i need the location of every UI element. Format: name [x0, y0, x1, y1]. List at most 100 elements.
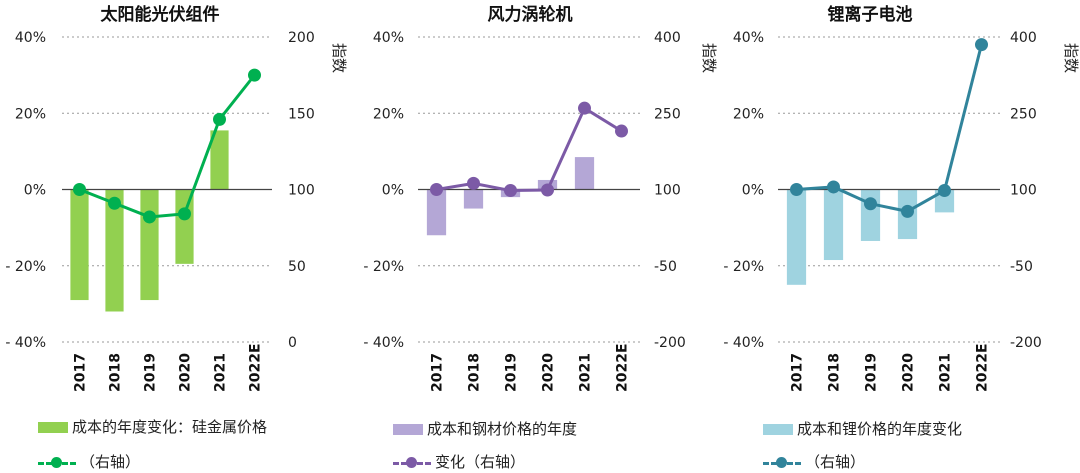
legend-line-solar-label: （右轴）	[80, 453, 141, 471]
y-left-tick-battery-0: - 40%	[723, 335, 764, 351]
bar-wind-2018	[463, 189, 484, 209]
point-solar-2018	[108, 196, 121, 210]
bar-solar-2018	[105, 189, 124, 312]
chart-title-solar: 太阳能光伏组件	[101, 4, 220, 25]
x-tick-wind-2021: 2021	[578, 353, 594, 392]
y-right-tick-solar-2: 100	[288, 183, 315, 199]
point-battery-2021	[938, 184, 951, 198]
point-battery-2020	[901, 204, 914, 218]
legend-line-swatch-solar	[38, 456, 76, 470]
y-left-tick-solar-2: 0%	[24, 183, 46, 199]
x-tick-solar-2021: 2021	[213, 353, 229, 392]
y-right-tick-battery-3: 250	[1010, 106, 1037, 122]
y-right-label-wind: 指数	[700, 43, 718, 73]
y-left-tick-solar-3: 20%	[15, 106, 46, 122]
point-battery-2022E	[975, 38, 988, 52]
bar-solar-2017	[70, 189, 89, 301]
y-left-tick-battery-4: 40%	[733, 30, 764, 46]
legend-line-battery-label: （右轴）	[805, 453, 866, 471]
chart-title-battery: 锂离子电池	[828, 4, 913, 25]
y-right-tick-solar-1: 50	[288, 259, 306, 275]
point-solar-2020	[178, 207, 191, 221]
bar-battery-2021	[934, 189, 955, 213]
y-right-tick-solar-3: 150	[288, 106, 315, 122]
y-right-tick-wind-1: -50	[654, 259, 677, 275]
bar-wind-2021	[574, 157, 595, 190]
x-tick-wind-2019: 2019	[504, 353, 520, 392]
y-left-tick-wind-1: - 20%	[363, 259, 404, 275]
legend-bar-solar: 成本的年度变化：硅金属价格	[38, 416, 267, 437]
x-tick-wind-2017: 2017	[430, 353, 446, 392]
x-tick-solar-2022E: 2022E	[248, 343, 264, 392]
legend-line-battery: （右轴）	[763, 451, 865, 472]
legend-line-swatch-wind	[393, 456, 431, 470]
legend-line-solar: （右轴）	[38, 451, 140, 472]
x-tick-wind-2020: 2020	[541, 353, 557, 392]
y-left-tick-battery-1: - 20%	[723, 259, 764, 275]
point-wind-2021	[578, 101, 591, 115]
y-left-tick-wind-4: 40%	[373, 30, 404, 46]
y-right-tick-battery-4: 400	[1010, 30, 1037, 46]
point-solar-2019	[143, 210, 156, 224]
bar-battery-2019	[860, 189, 881, 241]
point-battery-2018	[827, 180, 840, 194]
point-wind-2019	[504, 184, 517, 198]
y-right-label-battery: 指数	[1062, 43, 1080, 73]
y-right-tick-solar-4: 200	[288, 30, 315, 46]
point-solar-2021	[213, 112, 226, 126]
legend-line-wind: 变化（右轴）	[393, 451, 525, 472]
point-wind-2017	[430, 183, 443, 196]
y-right-tick-battery-0: -200	[1010, 335, 1042, 351]
legend-bar-solar-label: 成本的年度变化：硅金属价格	[72, 418, 268, 436]
legend-swatch-solar	[38, 422, 68, 433]
x-tick-solar-2020: 2020	[178, 353, 194, 392]
point-wind-2018	[467, 176, 480, 190]
x-tick-battery-2019: 2019	[864, 353, 880, 392]
legend-line-wind-label: 变化（右轴）	[435, 453, 526, 471]
x-tick-battery-2021: 2021	[938, 353, 954, 392]
bar-battery-2017	[786, 189, 807, 285]
bar-solar-2021	[210, 130, 229, 190]
x-tick-battery-2018: 2018	[827, 353, 843, 392]
y-right-tick-battery-1: -50	[1010, 259, 1033, 275]
legend-line-swatch-battery	[763, 456, 801, 470]
point-wind-2022E	[615, 124, 628, 138]
y-right-label-solar: 指数	[330, 43, 348, 73]
y-left-tick-battery-3: 20%	[733, 106, 764, 122]
y-left-tick-solar-0: - 40%	[5, 335, 46, 351]
line-series-battery	[796, 44, 983, 213]
legend-bar-wind: 成本和钢材价格的年度	[393, 418, 577, 439]
bar-solar-2019	[140, 189, 159, 301]
point-solar-2022E	[248, 68, 261, 82]
chart-title-wind: 风力涡轮机	[488, 4, 573, 25]
x-tick-battery-2017: 2017	[790, 353, 806, 392]
legend-bar-battery: 成本和锂价格的年度变化	[763, 418, 962, 439]
x-tick-battery-2020: 2020	[901, 353, 917, 392]
legend-bar-wind-label: 成本和钢材价格的年度	[427, 420, 578, 438]
y-left-tick-wind-0: - 40%	[363, 335, 404, 351]
bar-wind-2017	[426, 189, 447, 236]
x-tick-solar-2017: 2017	[73, 353, 89, 392]
y-left-tick-wind-3: 20%	[373, 106, 404, 122]
x-tick-wind-2018: 2018	[467, 353, 483, 392]
bar-solar-2020	[175, 189, 194, 264]
y-right-tick-wind-3: 250	[654, 106, 681, 122]
point-battery-2019	[864, 197, 877, 211]
y-right-tick-wind-2: 100	[654, 183, 681, 199]
y-left-tick-solar-4: 40%	[15, 30, 46, 46]
x-tick-solar-2019: 2019	[143, 353, 159, 392]
y-left-tick-wind-2: 0%	[382, 183, 404, 199]
legend-swatch-battery	[763, 424, 793, 435]
bar-battery-2018	[823, 189, 844, 261]
y-right-tick-wind-0: -200	[654, 335, 686, 351]
y-right-tick-solar-0: 0	[288, 335, 297, 351]
y-left-tick-battery-2: 0%	[742, 183, 764, 199]
point-wind-2020	[541, 183, 554, 197]
point-solar-2017	[73, 183, 86, 196]
x-tick-solar-2018: 2018	[108, 353, 124, 392]
point-battery-2017	[790, 183, 803, 196]
x-tick-battery-2022E: 2022E	[975, 343, 991, 392]
legend-swatch-wind	[393, 424, 423, 435]
legend-bar-battery-label: 成本和锂价格的年度变化	[797, 420, 963, 438]
